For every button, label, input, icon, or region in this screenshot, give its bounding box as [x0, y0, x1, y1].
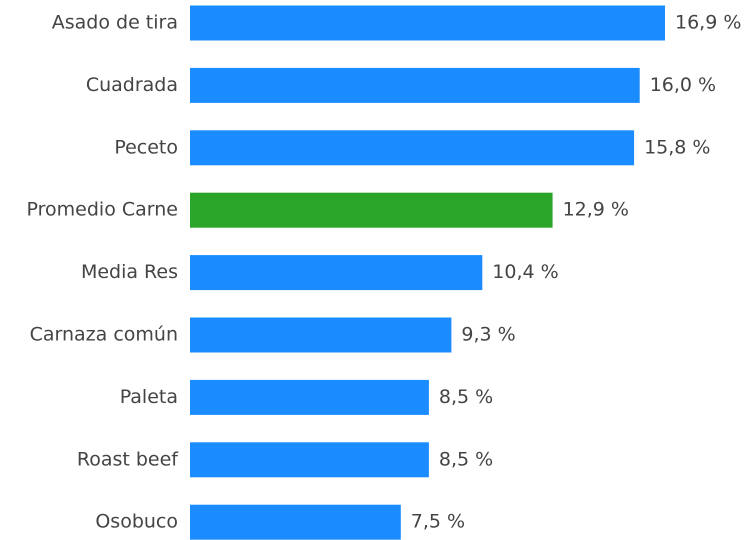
value-label: 10,4 % — [492, 261, 558, 283]
category-label: Peceto — [114, 136, 178, 158]
value-label: 16,0 % — [650, 74, 716, 96]
value-label: 16,9 % — [675, 12, 741, 34]
bar — [190, 317, 452, 353]
bar — [190, 504, 401, 540]
bar — [190, 379, 429, 415]
value-label: 12,9 % — [563, 199, 629, 221]
bar — [190, 192, 553, 228]
category-label: Cuadrada — [86, 74, 178, 96]
category-label: Roast beef — [77, 448, 179, 470]
value-label: 8,5 % — [439, 448, 493, 470]
bar — [190, 67, 640, 103]
category-label: Paleta — [120, 386, 178, 408]
category-label: Media Res — [81, 261, 178, 283]
value-label: 7,5 % — [411, 511, 465, 533]
value-label: 8,5 % — [439, 386, 493, 408]
bar — [190, 5, 665, 41]
value-label: 9,3 % — [461, 324, 515, 346]
bar — [190, 442, 429, 478]
category-label: Carnaza común — [30, 324, 178, 346]
category-label: Osobuco — [95, 511, 178, 533]
bar — [190, 255, 483, 291]
category-label: Asado de tira — [52, 12, 178, 34]
category-label: Promedio Carne — [27, 199, 178, 221]
value-label: 15,8 % — [644, 136, 710, 158]
bar — [190, 130, 635, 166]
